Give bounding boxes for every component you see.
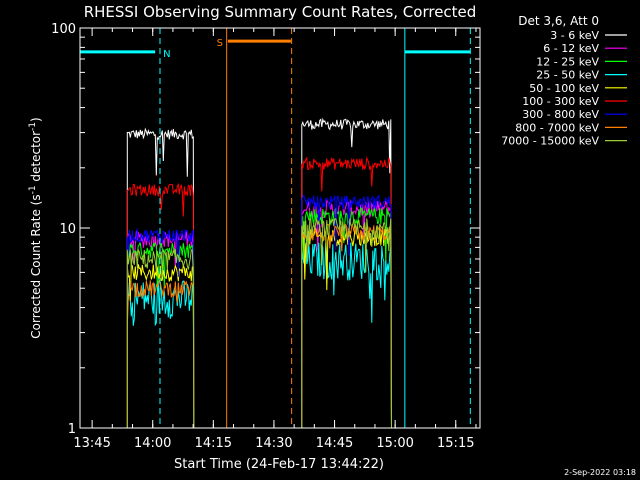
y-axis-label: Corrected Count Rate (s-1 detector-1) (28, 117, 43, 338)
x-tick-label-6: 15:00 (376, 436, 413, 451)
x-tick-label-4: 14:30 (255, 436, 292, 451)
series-line-1 (126, 117, 392, 429)
legend-label-9: 7000 - 15000 keV (501, 135, 599, 148)
legend-label-1: 3 - 6 keV (550, 29, 599, 42)
x-tick-label-2: 14:00 (134, 436, 171, 451)
y-axis-label-suffix: ) (29, 117, 43, 122)
y-axis-label-sup2: -1 (28, 122, 38, 131)
legend-label-8: 800 - 7000 keV (515, 121, 599, 134)
y-tick-label-1: 1 (68, 422, 76, 437)
y-tick-label-3: 100 (51, 22, 76, 37)
x-tick-label-3: 14:15 (195, 436, 232, 451)
chart-marks: NS (79, 28, 471, 429)
flag-label-S: S (217, 38, 223, 49)
y-axis-label-mid: detector (29, 131, 43, 186)
y-tick-label-2: 10 (59, 222, 76, 237)
legend-label-4: 25 - 50 keV (536, 69, 599, 82)
legend-label-2: 6 - 12 keV (543, 42, 599, 55)
x-tick-label-5: 14:45 (316, 436, 353, 451)
y-axis-label-prefix: Corrected Count Rate (s (29, 194, 43, 338)
legend-label-5: 50 - 100 keV (529, 82, 599, 95)
legend-label-3: 12 - 25 keV (536, 55, 599, 68)
x-tick-label-1: 13:45 (73, 436, 110, 451)
legend-label-7: 300 - 800 keV (522, 108, 599, 121)
plot-frame (79, 27, 481, 429)
legend-header: Det 3,6, Att 0 (518, 14, 599, 28)
timestamp: 2-Sep-2022 03:18 (564, 468, 636, 477)
y-axis-label-sup1: -1 (28, 185, 38, 194)
chart-axes: 13:45 14:00 14:15 14:30 14:45 15:00 15:15 1 10 10… (51, 22, 480, 451)
flag-label-N: N (163, 49, 170, 60)
series-line-9 (126, 218, 392, 429)
x-tick-label-7: 15:15 (437, 436, 474, 451)
series-line-6 (126, 156, 392, 429)
series-line-3 (126, 206, 392, 429)
chart-title: RHESSI Observing Summary Count Rates, Co… (84, 3, 477, 21)
x-axis-label: Start Time (24-Feb-17 13:44:22) (174, 457, 384, 472)
legend-label-6: 100 - 300 keV (522, 95, 599, 108)
series-line-7 (126, 194, 392, 429)
